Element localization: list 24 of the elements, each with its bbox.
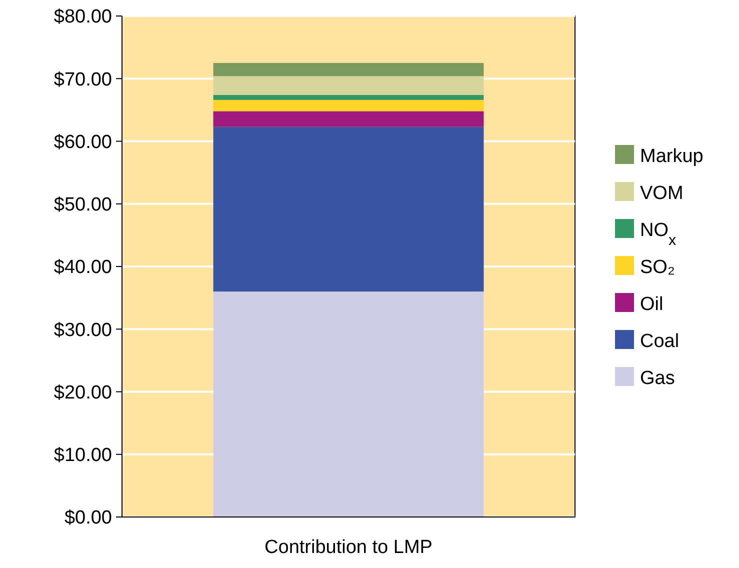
bar (213, 126, 484, 292)
y-tick-label: $50.00 (54, 194, 112, 216)
y-tick-label: $40.00 (54, 257, 112, 278)
bar (213, 94, 484, 100)
y-tick-label: $30.00 (54, 320, 112, 341)
y-tick-label: $0.00 (64, 508, 112, 529)
legend-label: NO$_{x}$ (640, 220, 676, 249)
legend-label: Coal (640, 331, 680, 352)
x-tick-label: Contribution to LMP (264, 537, 432, 558)
legend-label: Markup (640, 146, 704, 168)
bar (213, 111, 484, 127)
bar (213, 62, 484, 76)
y-tick-label: $80.00 (54, 6, 112, 28)
legend-label: Oil (640, 294, 664, 316)
y-tick-label: $60.00 (54, 132, 112, 153)
bar (213, 100, 484, 112)
bar (213, 292, 484, 517)
y-tick-label: $10.00 (54, 445, 112, 466)
legend-label: SO₂ (640, 257, 675, 278)
y-tick-label: $70.00 (54, 69, 112, 90)
y-tick-label: $20.00 (54, 382, 112, 404)
bar (213, 76, 484, 95)
legend-label: Gas (640, 368, 675, 390)
legend-label: VOM (640, 183, 684, 204)
